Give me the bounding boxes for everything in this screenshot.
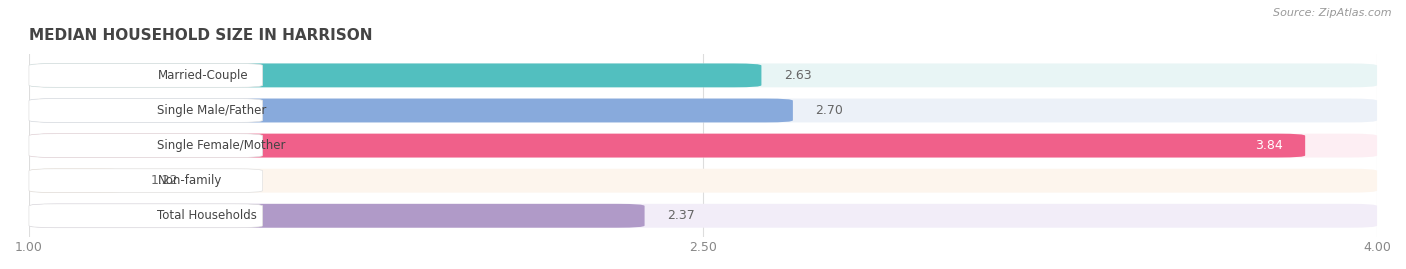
FancyBboxPatch shape (30, 98, 793, 122)
FancyBboxPatch shape (30, 169, 128, 193)
Text: Total Households: Total Households (157, 209, 257, 222)
Text: Single Female/Mother: Single Female/Mother (157, 139, 285, 152)
Text: Non-family: Non-family (157, 174, 222, 187)
Text: 2.70: 2.70 (815, 104, 844, 117)
Text: MEDIAN HOUSEHOLD SIZE IN HARRISON: MEDIAN HOUSEHOLD SIZE IN HARRISON (30, 29, 373, 44)
FancyBboxPatch shape (30, 134, 263, 158)
Text: Source: ZipAtlas.com: Source: ZipAtlas.com (1274, 8, 1392, 18)
FancyBboxPatch shape (30, 63, 762, 87)
Text: Married-Couple: Married-Couple (157, 69, 247, 82)
FancyBboxPatch shape (30, 98, 263, 122)
Text: 2.63: 2.63 (785, 69, 811, 82)
Text: 1.22: 1.22 (150, 174, 179, 187)
FancyBboxPatch shape (30, 98, 1376, 122)
FancyBboxPatch shape (30, 134, 1305, 158)
FancyBboxPatch shape (30, 63, 263, 87)
FancyBboxPatch shape (30, 134, 1376, 158)
Text: 2.37: 2.37 (666, 209, 695, 222)
Text: 3.84: 3.84 (1256, 139, 1282, 152)
FancyBboxPatch shape (30, 204, 1376, 228)
FancyBboxPatch shape (30, 204, 263, 228)
FancyBboxPatch shape (30, 169, 1376, 193)
FancyBboxPatch shape (30, 63, 1376, 87)
FancyBboxPatch shape (30, 169, 263, 193)
FancyBboxPatch shape (30, 204, 644, 228)
Text: Single Male/Father: Single Male/Father (157, 104, 267, 117)
